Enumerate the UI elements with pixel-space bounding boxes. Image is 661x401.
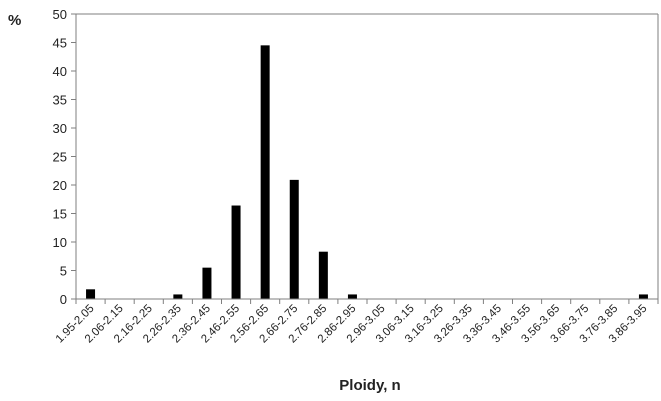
- y-axis-label: %: [8, 12, 21, 29]
- bar: [86, 289, 96, 299]
- x-axis-label: Ploidy, n: [339, 377, 400, 394]
- y-tick-label: 15: [53, 207, 67, 222]
- y-tick-label: 0: [60, 292, 67, 307]
- y-tick-label: 10: [53, 235, 67, 250]
- y-tick-label: 25: [53, 150, 67, 165]
- bars: [86, 45, 648, 299]
- y-tick-label: 30: [53, 121, 67, 136]
- bar: [260, 45, 270, 299]
- y-tick-label: 40: [53, 64, 67, 79]
- y-tick-label: 20: [53, 178, 67, 193]
- bar: [231, 205, 241, 299]
- bar: [318, 251, 328, 299]
- bar: [202, 267, 212, 299]
- x-ticks: 1.95-2.052.06-2.152.16-2.252.26-2.352.36…: [54, 299, 659, 345]
- y-tick-label: 5: [60, 264, 67, 279]
- bar: [173, 294, 183, 299]
- y-tick-label: 35: [53, 93, 67, 108]
- y-ticks: 0 5 10 15 20 25 30 35 40 45 50: [53, 7, 76, 307]
- bar: [289, 179, 299, 299]
- y-tick-label: 45: [53, 36, 67, 51]
- bar: [347, 294, 357, 299]
- y-tick-label: 50: [53, 7, 67, 22]
- bar: [638, 294, 648, 299]
